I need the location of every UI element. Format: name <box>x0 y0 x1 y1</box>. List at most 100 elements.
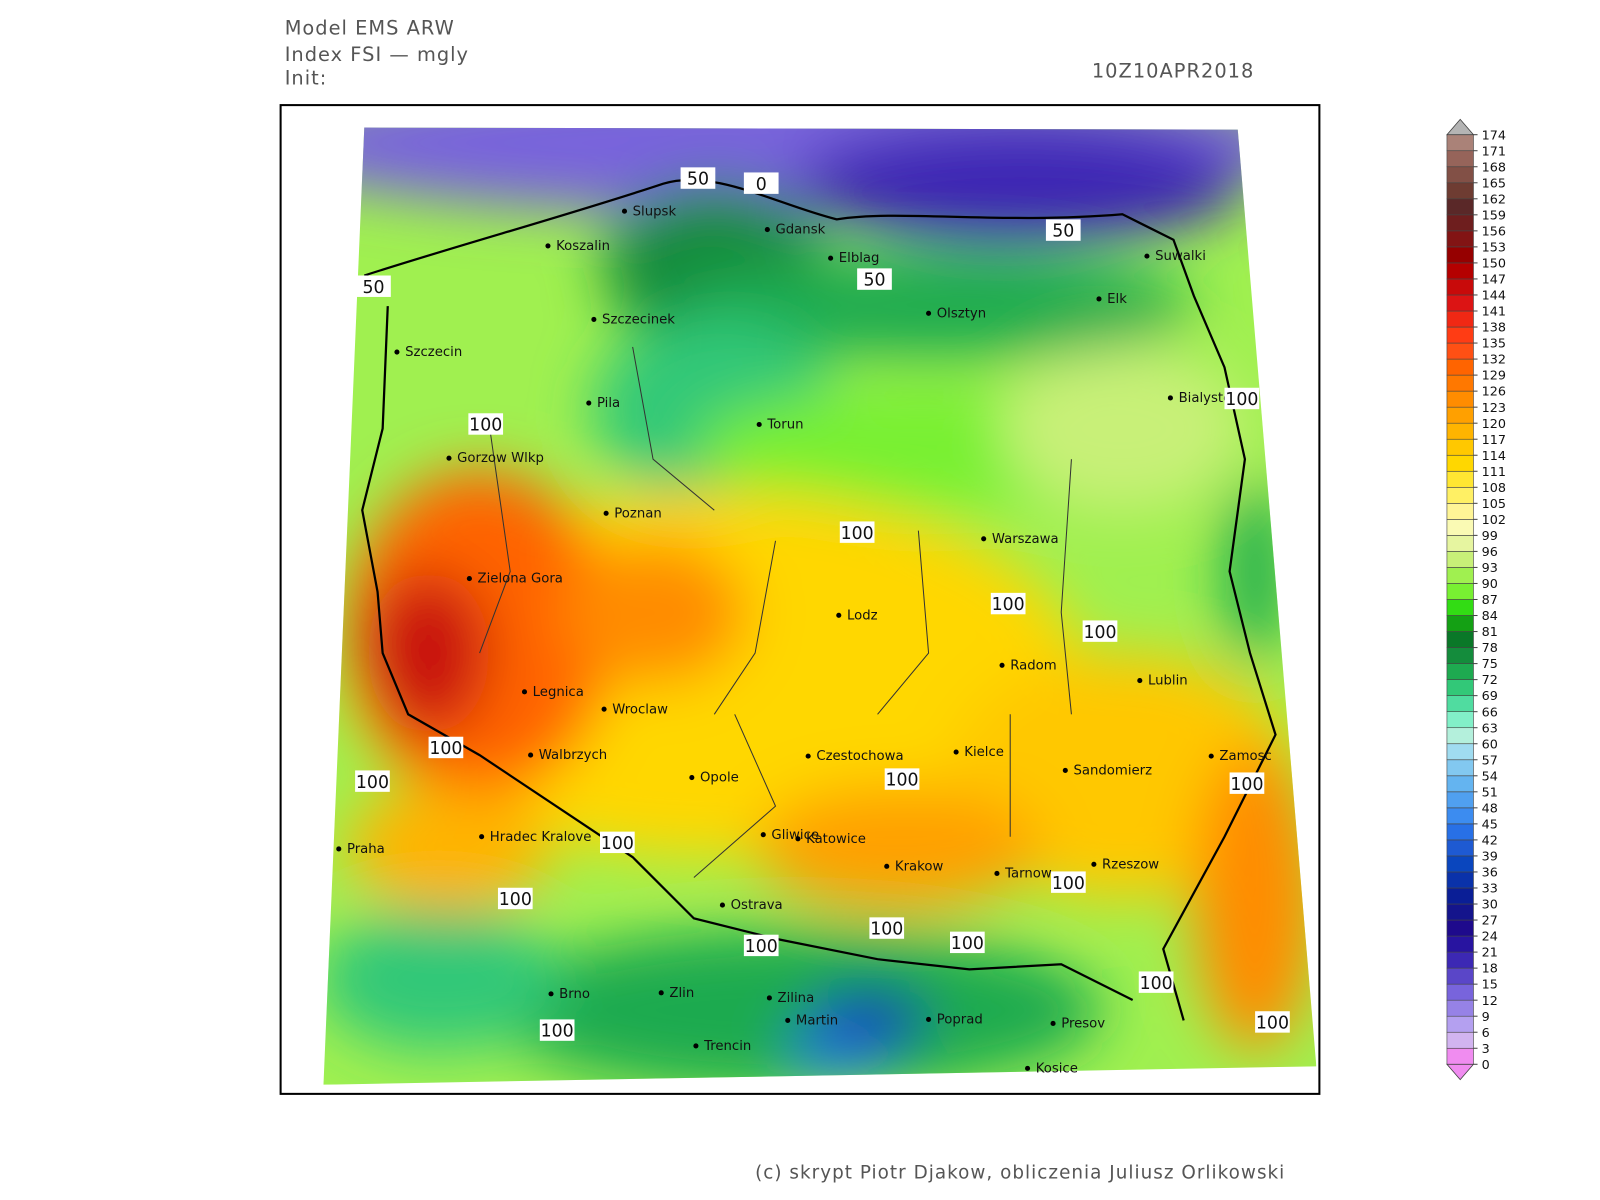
contour-labels: 50 0 50 50 50 100 100 100 100 100 100 100 100 100 100 1… <box>355 167 1290 1042</box>
index-title: Index FSI — mgly <box>285 43 469 66</box>
city-dot <box>466 576 472 582</box>
colorbar-tick-label: 39 <box>1482 850 1498 865</box>
color-box <box>1446 182 1474 200</box>
color-box <box>1446 551 1474 568</box>
init-label: Init: <box>285 67 328 90</box>
city-label: Pila <box>597 396 620 411</box>
colorbar-tick-label: 129 <box>1482 369 1506 384</box>
city-dot <box>926 310 932 316</box>
colorbar-tick-label: 54 <box>1482 769 1498 784</box>
city-label: Zilina <box>778 991 815 1006</box>
color-box <box>1446 390 1474 408</box>
contour-label: 100 <box>1052 874 1085 894</box>
colorbar-tick-label: 96 <box>1482 545 1498 560</box>
color-box <box>1446 775 1474 793</box>
color-box <box>1446 583 1474 600</box>
colorbar-tick-label: 18 <box>1482 962 1498 977</box>
contour-label-box <box>990 592 1026 615</box>
colorbar-tick-label: 42 <box>1482 833 1498 848</box>
colorbar-tick-label: 60 <box>1482 737 1498 752</box>
colorbar-tick-label: 111 <box>1482 465 1506 480</box>
city-label: Katowice <box>806 832 866 847</box>
field-blobs <box>323 127 1317 1085</box>
city-dot <box>658 990 664 996</box>
city-dot <box>545 243 551 249</box>
over-triangle <box>1446 118 1475 136</box>
field <box>323 127 1317 1085</box>
colorbar-tick-label: 90 <box>1482 577 1498 592</box>
contour-label-box <box>884 768 920 790</box>
city-dot <box>1091 861 1097 867</box>
contour-label-box <box>1138 971 1174 993</box>
city-label: Olsztyn <box>937 306 986 321</box>
admin-lines <box>479 346 1072 878</box>
contour-label: 100 <box>1140 974 1173 994</box>
city-label: Zielona Gora <box>478 572 563 587</box>
contour-label-box <box>743 934 779 957</box>
city-label: Walbrzych <box>539 748 607 763</box>
city-dot <box>479 834 485 840</box>
city-dot <box>805 753 811 759</box>
city-label: Radom <box>1010 658 1056 673</box>
colorbar-tick-label: 168 <box>1482 160 1506 175</box>
colorbar-tick-label: 3 <box>1482 1042 1490 1057</box>
city-label: Martin <box>796 1013 838 1028</box>
color-box <box>1446 935 1474 953</box>
city-dot <box>1025 1065 1031 1071</box>
contour-label: 100 <box>951 934 984 954</box>
city-label: Torun <box>766 418 803 433</box>
city-label: Brno <box>559 987 590 1002</box>
city-dot <box>836 612 842 618</box>
color-box <box>1446 326 1474 344</box>
city-label: Elk <box>1107 292 1127 307</box>
colorbar-tick-label: 135 <box>1482 337 1506 352</box>
color-box <box>1446 262 1474 280</box>
color-box <box>1446 230 1474 248</box>
color-box <box>1446 214 1474 232</box>
city-dot <box>760 832 766 838</box>
color-box <box>1446 887 1474 905</box>
color-box <box>1446 294 1474 312</box>
city-dot <box>1137 678 1143 684</box>
date-label: 10Z10APR2018 <box>1092 60 1255 83</box>
contour-label-box <box>1224 387 1260 410</box>
contour-label-box <box>1255 1011 1290 1033</box>
city-dot <box>999 662 1005 668</box>
color-box <box>1446 823 1474 841</box>
color-box <box>1446 535 1474 552</box>
city-dot <box>994 870 1000 877</box>
colorbar-tick-label: 0 <box>1482 1058 1490 1073</box>
colorbar-tick-label: 99 <box>1482 529 1498 544</box>
colorbar-tick-label: 12 <box>1482 994 1498 1009</box>
city-label: Hradec Kralove <box>490 830 592 845</box>
city-label: Lublin <box>1148 674 1188 689</box>
city-dot <box>1208 753 1214 759</box>
color-box <box>1446 454 1474 472</box>
city-dot <box>601 706 607 712</box>
contour-label: 100 <box>841 524 874 544</box>
color-box <box>1446 759 1474 777</box>
city-dot <box>1167 395 1173 401</box>
contour-label-box <box>857 268 892 290</box>
contour-label: 100 <box>886 771 919 791</box>
color-box <box>1446 967 1474 985</box>
color-box <box>1446 903 1474 921</box>
color-box <box>1446 278 1474 296</box>
contour-label-box <box>356 275 391 297</box>
city-label: Kosice <box>1036 1061 1078 1076</box>
city-label: Slupsk <box>633 204 677 219</box>
colorbar-tick-label: 144 <box>1482 289 1506 304</box>
colorbar-tick-label: 171 <box>1482 144 1506 159</box>
contour-label-box <box>539 1019 575 1041</box>
color-box <box>1446 791 1474 809</box>
city-labels: Slupsk Koszalin Gdansk Elblag Suwalki Elk Olsz… <box>336 204 1272 1076</box>
color-box <box>1446 422 1474 440</box>
colorbar-tick-label: 27 <box>1482 914 1498 929</box>
city-dot <box>756 421 762 428</box>
city-label: Bialystok <box>1179 391 1240 406</box>
contour-label-box <box>497 887 533 910</box>
color-box <box>1446 679 1474 696</box>
colorbar-tick-label: 123 <box>1482 401 1506 416</box>
color-box <box>1446 150 1474 168</box>
